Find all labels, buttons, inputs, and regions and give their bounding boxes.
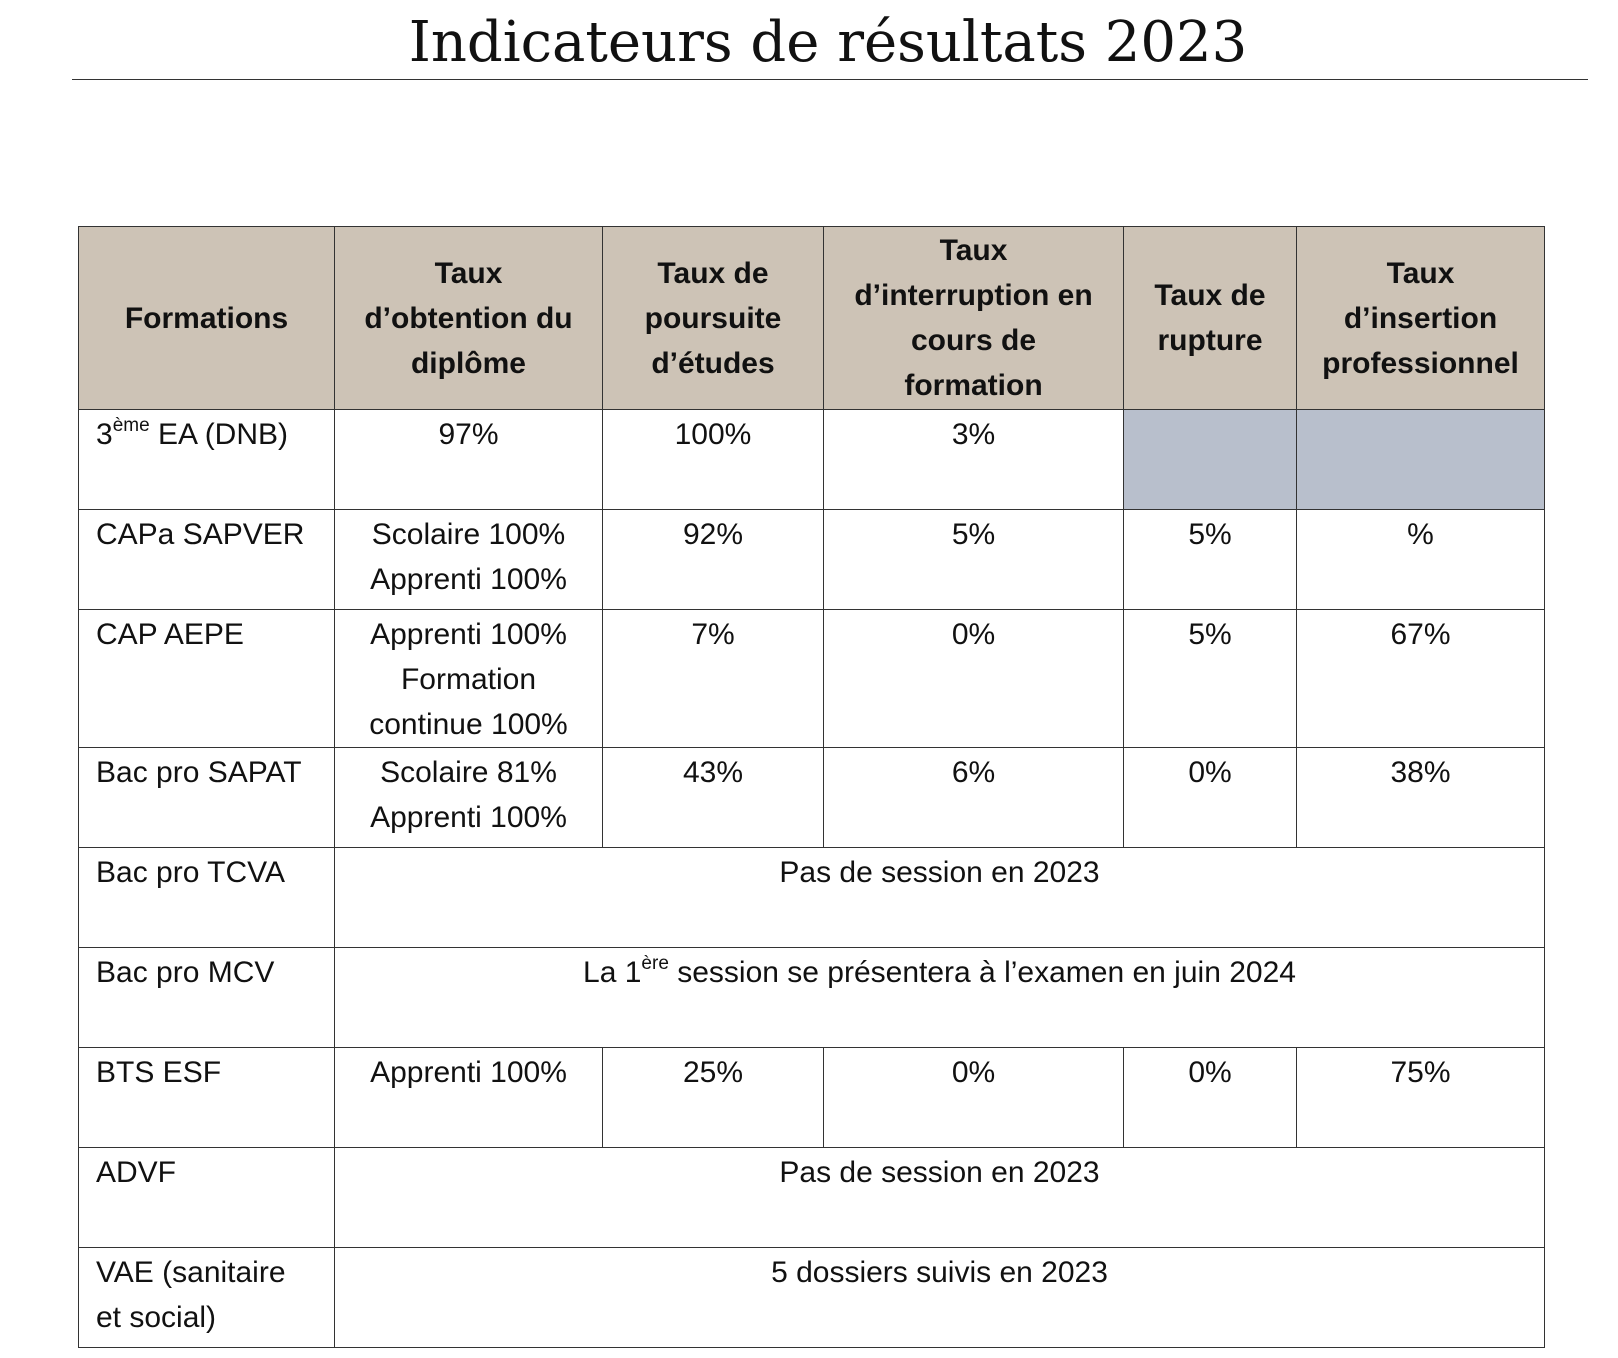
table-row: BTS ESF Apprenti 100% 25% 0% 0% 75% (78, 1047, 1545, 1148)
insertion-cell-shaded (1296, 409, 1545, 510)
header-obtention: Taux d’obtention du diplôme (334, 226, 603, 410)
insertion-cell: % (1296, 509, 1545, 610)
obtention-cell: Apprenti 100% (334, 1047, 603, 1148)
insertion-cell: 67% (1296, 609, 1545, 748)
formation-cell: Bac pro TCVA (78, 847, 335, 948)
formation-cell: BTS ESF (78, 1047, 335, 1148)
obtention-cell: Apprenti 100% Formation continue 100% (334, 609, 603, 748)
header-insertion: Taux d’insertion professionnel (1296, 226, 1545, 410)
title-divider (72, 79, 1588, 80)
poursuite-cell: 100% (602, 409, 824, 510)
table-row: VAE (sanitaire et social) 5 dossiers sui… (78, 1247, 1545, 1348)
header-rupture: Taux de rupture (1123, 226, 1297, 410)
header-poursuite: Taux de poursuite d’études (602, 226, 824, 410)
interruption-cell: 6% (823, 747, 1124, 848)
formation-cell: CAP AEPE (78, 609, 335, 748)
table-row: CAP AEPE Apprenti 100% Formation continu… (78, 609, 1545, 748)
header-row: Formations Taux d’obtention du diplôme T… (78, 226, 1545, 410)
formation-cell: ADVF (78, 1147, 335, 1248)
rupture-cell: 5% (1123, 509, 1297, 610)
header-interruption: Taux d’interruption en cours de formatio… (823, 226, 1124, 410)
obtention-cell: Scolaire 81% Apprenti 100% (334, 747, 603, 848)
insertion-cell: 38% (1296, 747, 1545, 848)
table-row: Bac pro SAPAT Scolaire 81% Apprenti 100%… (78, 747, 1545, 848)
table-row: CAPa SAPVER Scolaire 100% Apprenti 100% … (78, 509, 1545, 610)
rupture-cell: 0% (1123, 1047, 1297, 1148)
rupture-cell: 5% (1123, 609, 1297, 748)
obtention-cell: 97% (334, 409, 603, 510)
merged-cell: 5 dossiers suivis en 2023 (334, 1247, 1545, 1348)
formation-cell: 3ème EA (DNB) (78, 409, 335, 510)
poursuite-cell: 7% (602, 609, 824, 748)
interruption-cell: 3% (823, 409, 1124, 510)
poursuite-cell: 92% (602, 509, 824, 610)
rupture-cell-shaded (1123, 409, 1297, 510)
interruption-cell: 0% (823, 1047, 1124, 1148)
formation-cell: Bac pro MCV (78, 947, 335, 1048)
poursuite-cell: 43% (602, 747, 824, 848)
insertion-cell: 75% (1296, 1047, 1545, 1148)
results-table: Formations Taux d’obtention du diplôme T… (78, 226, 1545, 1348)
interruption-cell: 5% (823, 509, 1124, 610)
poursuite-cell: 25% (602, 1047, 824, 1148)
merged-cell: La 1ère session se présentera à l’examen… (334, 947, 1545, 1048)
rupture-cell: 0% (1123, 747, 1297, 848)
table-row: Bac pro TCVA Pas de session en 2023 (78, 847, 1545, 948)
table-row: 3ème EA (DNB) 97% 100% 3% (78, 409, 1545, 510)
merged-cell: Pas de session en 2023 (334, 1147, 1545, 1248)
table-row: Bac pro MCV La 1ère session se présenter… (78, 947, 1545, 1048)
formation-cell: Bac pro SAPAT (78, 747, 335, 848)
page-title: Indicateurs de résultats 2023 (408, 10, 1248, 75)
interruption-cell: 0% (823, 609, 1124, 748)
header-formations: Formations (78, 226, 335, 410)
formation-cell: VAE (sanitaire et social) (78, 1247, 335, 1348)
table-row: ADVF Pas de session en 2023 (78, 1147, 1545, 1248)
formation-cell: CAPa SAPVER (78, 509, 335, 610)
merged-cell: Pas de session en 2023 (334, 847, 1545, 948)
obtention-cell: Scolaire 100% Apprenti 100% (334, 509, 603, 610)
